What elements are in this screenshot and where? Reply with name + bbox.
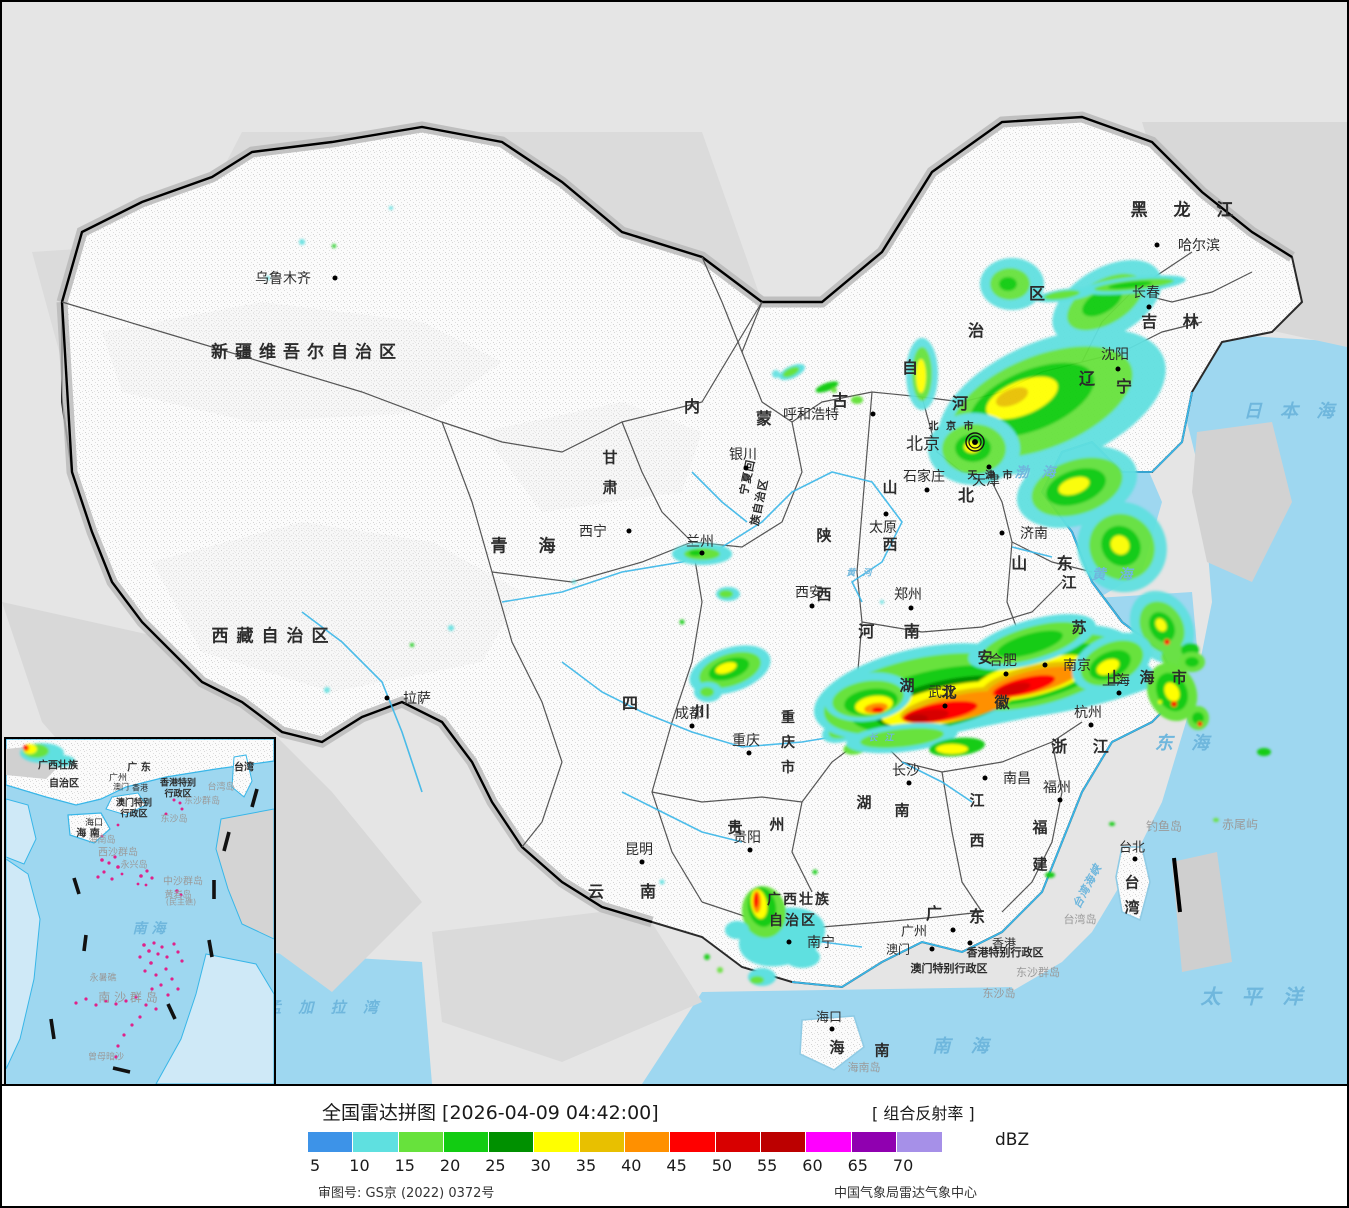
- dbz-tick-70: 70: [892, 1156, 914, 1175]
- colorbar-segment-11[interactable]: [806, 1132, 852, 1152]
- dbz-tick-25: 25: [485, 1156, 506, 1175]
- dbz-tick-60: 60: [802, 1156, 823, 1175]
- city-dot: [689, 723, 695, 729]
- city-dot: [746, 750, 752, 756]
- colorbar-segment-0[interactable]: [308, 1132, 354, 1152]
- city-dot: [972, 439, 978, 445]
- city-dot: [1154, 242, 1160, 248]
- colorbar-segment-3[interactable]: [443, 1132, 490, 1152]
- dbz-tick-20: 20: [439, 1156, 461, 1175]
- city-dot: [924, 487, 930, 493]
- city-dot: [1116, 690, 1122, 696]
- dbz-colorbar[interactable]: [308, 1132, 943, 1152]
- city-dot: [908, 605, 914, 611]
- colorbar-segment-1[interactable]: [353, 1132, 399, 1152]
- dbz-tick-40: 40: [621, 1156, 642, 1175]
- colorbar-segment-5[interactable]: [534, 1132, 580, 1152]
- dbz-tick-labels: 5 10 15 20 25 30 35 40 45 50 55 60 65 70: [308, 1156, 998, 1178]
- echo-inner-mongolia: [779, 363, 863, 404]
- echo-squall-line: [814, 614, 1155, 757]
- city-dot: [950, 927, 956, 933]
- city-dot: [786, 939, 792, 945]
- map-panel[interactable]: 新疆维吾尔自治区 西藏自治区青海甘肃内蒙古自治区黑 龙 江吉 林辽宁河北山西陕西河…: [0, 0, 1349, 1086]
- dbz-tick-30: 30: [530, 1156, 551, 1175]
- city-dot: [809, 603, 815, 609]
- colorbar-segment-8[interactable]: [670, 1132, 716, 1152]
- city-dot: [699, 550, 705, 556]
- dbz-tick-35: 35: [575, 1156, 597, 1175]
- province-borders: [61, 251, 1253, 928]
- boundary-marks: [1172, 857, 1182, 913]
- city-dot: [870, 411, 876, 417]
- city-dot: [639, 859, 645, 865]
- city-dot: [747, 847, 753, 853]
- city-dot: [967, 940, 973, 946]
- city-dot: [626, 528, 632, 534]
- city-dot: [942, 703, 948, 709]
- dbz-tick-50: 50: [711, 1156, 733, 1175]
- colorbar-segment-4[interactable]: [489, 1132, 535, 1152]
- city-dot: [384, 695, 390, 701]
- city-dot: [883, 511, 889, 517]
- colorbar-segment-6[interactable]: [579, 1132, 626, 1152]
- issuing-agency: 中国气象局雷达气象中心: [833, 1186, 977, 1201]
- city-dot: [829, 1026, 835, 1032]
- city-dot: [906, 780, 912, 786]
- city-dot: [1042, 662, 1048, 668]
- legend-title: 全国雷达拼图 [2026-04-09 04:42:00]: [322, 1102, 659, 1124]
- radar-echo-layer: [266, 206, 1271, 986]
- approval-number: 审图号: GS京 (2022) 0372号: [318, 1186, 495, 1201]
- colorbar-segment-13[interactable]: [896, 1132, 943, 1152]
- city-dot: [982, 775, 988, 781]
- city-dot: [1146, 304, 1152, 310]
- dbz-unit-label: dBZ: [995, 1130, 1030, 1150]
- city-dot: [999, 530, 1005, 536]
- dbz-tick-5: 5: [310, 1156, 321, 1175]
- city-dot: [743, 465, 749, 471]
- south-china-sea-inset[interactable]: 广西壮族 自治区广 东广州 澳门 香港 香港特别 行政区 澳门特别 行政区 台湾 台湾岛 东沙群岛东…: [4, 737, 276, 1084]
- city-dot: [929, 946, 935, 952]
- city-dot: [986, 464, 992, 470]
- dbz-tick-65: 65: [847, 1156, 868, 1175]
- echo-guangxi: [725, 886, 826, 986]
- city-dot: [1115, 366, 1121, 372]
- echo-jilin: [1035, 275, 1186, 303]
- city-dot: [1003, 671, 1009, 677]
- dbz-tick-45: 45: [666, 1156, 687, 1175]
- colorbar-segment-9[interactable]: [715, 1132, 761, 1152]
- inset-map: [6, 739, 274, 1084]
- china-radar-map[interactable]: [2, 2, 1347, 1084]
- dbz-tick-15: 15: [394, 1156, 415, 1175]
- city-dot: [332, 275, 338, 281]
- city-dot: [1132, 856, 1138, 862]
- dbz-tick-55: 55: [757, 1156, 778, 1175]
- legend-product-label: [ 组合反射率 ]: [872, 1104, 975, 1123]
- echo-scattered: [266, 206, 1162, 973]
- echo-sichuan: [689, 645, 771, 702]
- echo-yellow-sea: [1045, 652, 1271, 878]
- colorbar-segment-2[interactable]: [398, 1132, 444, 1152]
- city-dot: [1057, 797, 1063, 803]
- colorbar-segment-12[interactable]: [851, 1132, 897, 1152]
- city-dot: [1088, 722, 1094, 728]
- legend-panel: 全国雷达拼图 [2026-04-09 04:42:00] [ 组合反射率 ] 5…: [0, 1086, 1349, 1208]
- dbz-tick-10: 10: [349, 1156, 370, 1175]
- colorbar-segment-10[interactable]: [760, 1132, 807, 1152]
- colorbar-segment-7[interactable]: [625, 1132, 671, 1152]
